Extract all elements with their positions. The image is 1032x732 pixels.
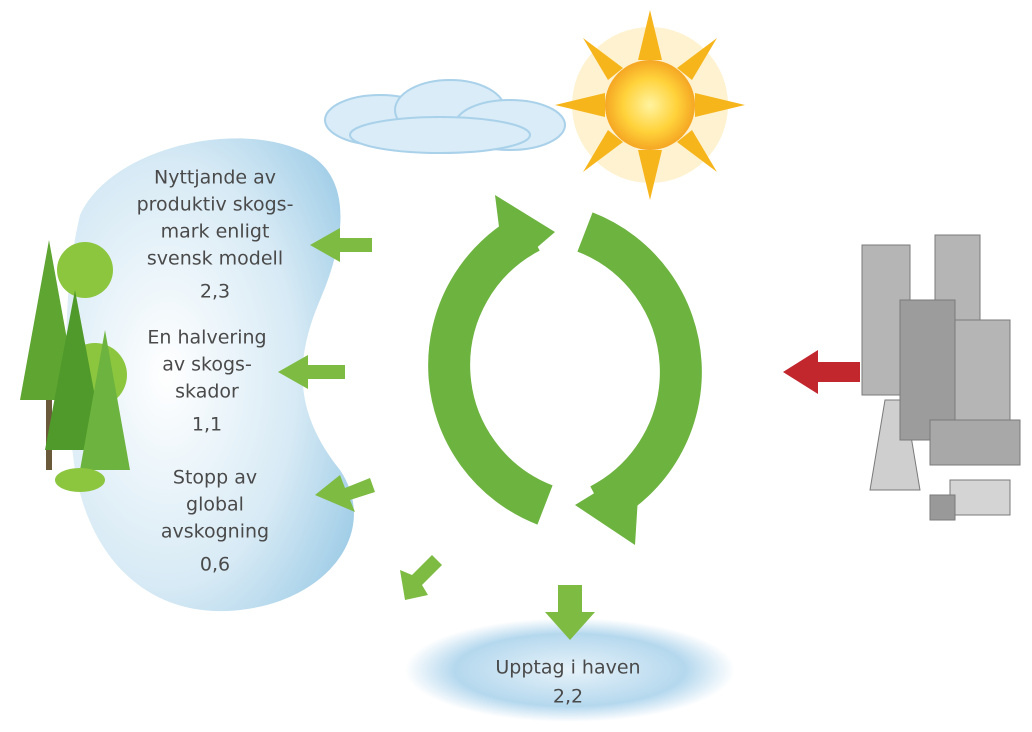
item-text: En halvering: [147, 327, 266, 349]
item-value: 0,6: [200, 554, 230, 576]
item-text: avskogning: [161, 521, 269, 543]
item-value: 1,1: [192, 414, 222, 436]
item-text: global: [186, 494, 244, 516]
item-text: produktiv skogs-: [137, 194, 294, 216]
small-arrows: [278, 228, 595, 640]
item-text: Stopp av: [173, 467, 257, 489]
item-text: svensk modell: [147, 248, 283, 270]
item-value: 2,3: [200, 281, 230, 303]
ocean-text: Upptag i haven: [495, 657, 640, 679]
cycle-arrows: [449, 232, 681, 505]
page-body: {"items": [ {"lines": ["Nyttjande av", "…: [0, 0, 1032, 732]
item-text: av skogs-: [162, 354, 252, 376]
item-text: mark enligt: [161, 221, 270, 243]
page: Kolcykel diagram html, body { margin: 0;…: [0, 0, 1032, 732]
item-text: Nyttjande av: [154, 167, 276, 189]
item-text: skador: [175, 381, 239, 403]
diagram: Nyttjande av produktiv skogs-mark enligt s…: [0, 0, 1032, 732]
clouds: [325, 80, 565, 153]
sun: [555, 10, 745, 200]
ocean-value: 2,2: [553, 686, 583, 708]
arrow-head: [495, 195, 555, 275]
emission-arrow: [783, 350, 860, 394]
city: [862, 235, 1020, 520]
